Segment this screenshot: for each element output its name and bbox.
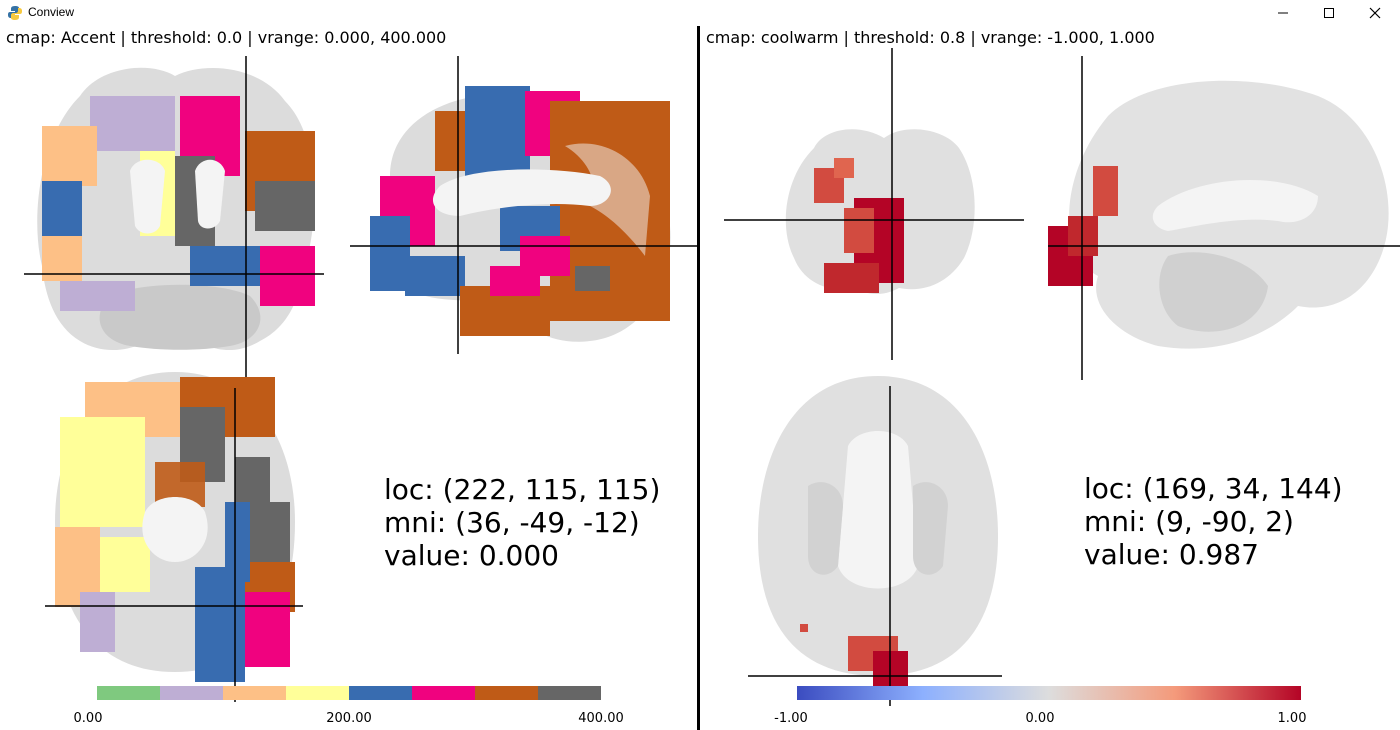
maximize-button[interactable] (1306, 0, 1352, 26)
left-sagittal-slice[interactable] (350, 56, 697, 381)
left-colorbar-tick-min: 0.00 (73, 711, 103, 726)
left-coronal-slice[interactable] (20, 56, 330, 388)
cmap-value: Accent (60, 28, 116, 47)
left-viewer-panel[interactable]: cmap: Accent | threshold: 0.0 | vrange: … (0, 26, 697, 730)
minimize-button[interactable] (1260, 0, 1306, 26)
mni-readout: mni: (9, -90, 2) (1084, 505, 1294, 538)
threshold-value: 0.8 (939, 28, 966, 47)
vrange-value: 0.000, 400.000 (324, 28, 447, 47)
vrange-label: | vrange: (242, 28, 325, 47)
minimize-icon (1278, 12, 1288, 14)
vrange-label: | vrange: (965, 28, 1048, 47)
right-colorbar-tick-mid: 0.00 (1025, 711, 1055, 726)
threshold-value: 0.0 (216, 28, 243, 47)
colorbar-swatch-0 (97, 686, 160, 700)
colorbar-swatch-6 (475, 686, 538, 700)
maximize-icon (1324, 8, 1334, 18)
mni-readout: mni: (36, -49, -12) (384, 506, 640, 539)
loc-readout: loc: (169, 34, 144) (1084, 472, 1343, 505)
right-colorbar-tick-max: 1.00 (1277, 711, 1307, 726)
threshold-label: | threshold: (115, 28, 217, 47)
colorbar-swatch-1 (160, 686, 223, 700)
right-axial-slice[interactable] (748, 366, 1008, 706)
right-header: cmap: coolwarm | threshold: 0.8 | vrange… (706, 28, 1155, 47)
left-info-readout: loc: (222, 115, 115) mni: (36, -49, -12)… (384, 473, 660, 572)
colorbar-swatch-7 (538, 686, 601, 700)
close-icon (1369, 7, 1381, 19)
title-bar: Conview (0, 0, 1400, 26)
right-colorbar (797, 686, 1301, 700)
cmap-label: cmap: (6, 28, 61, 47)
close-button[interactable] (1352, 0, 1398, 26)
left-axial-slice[interactable] (45, 362, 305, 702)
cmap-value: coolwarm (760, 28, 839, 47)
colorbar-swatch-5 (412, 686, 475, 700)
vrange-value: -1.000, 1.000 (1047, 28, 1155, 47)
cmap-label: cmap: (706, 28, 761, 47)
left-colorbar (97, 686, 601, 700)
value-readout: value: 0.987 (1084, 538, 1259, 571)
right-colorbar-tick-min: -1.00 (774, 711, 808, 726)
colorbar-swatch-3 (286, 686, 349, 700)
loc-readout: loc: (222, 115, 115) (384, 473, 661, 506)
left-colorbar-tick-max: 400.00 (578, 711, 624, 726)
threshold-label: | threshold: (838, 28, 940, 47)
python-app-icon (8, 6, 22, 20)
colorbar-swatch-4 (349, 686, 412, 700)
right-sagittal-slice[interactable] (1048, 56, 1400, 380)
window-title: Conview (28, 5, 75, 19)
left-colorbar-tick-mid: 200.00 (326, 711, 372, 726)
right-viewer-panel[interactable]: cmap: coolwarm | threshold: 0.8 | vrange… (700, 26, 1400, 730)
colorbar-swatch-2 (223, 686, 286, 700)
value-readout: value: 0.000 (384, 539, 559, 572)
right-info-readout: loc: (169, 34, 144) mni: (9, -90, 2) val… (1084, 472, 1343, 571)
left-header: cmap: Accent | threshold: 0.0 | vrange: … (6, 28, 446, 47)
panel-divider[interactable] (697, 26, 700, 730)
right-coronal-slice[interactable] (724, 48, 1024, 360)
